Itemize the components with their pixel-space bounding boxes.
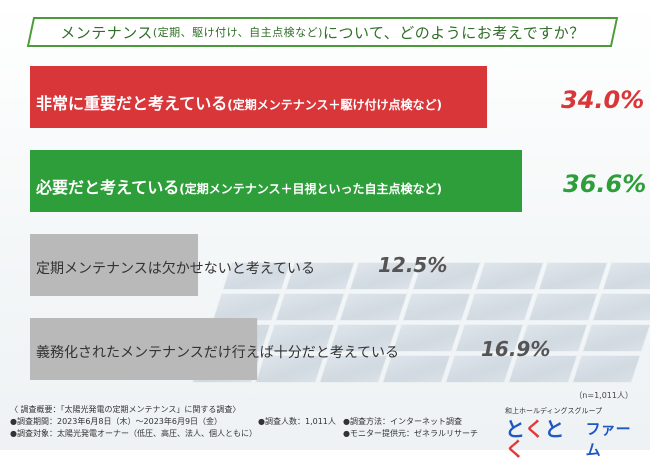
value-label-0: 34.0% (561, 86, 645, 114)
bar-label-0-paren: (定期メンテナンス＋駆け付け点検など) (227, 98, 442, 112)
footer-count: ●調査人数：1,011人 (258, 417, 336, 426)
footer-period: ●調査期間：2023年6月8日（木）～2023年6月9日（金） (10, 417, 223, 426)
footer-method: ●調査方法：インターネット調査 (343, 417, 462, 426)
title-post: について、どのようにお考えですか？ (322, 23, 585, 42)
sample-size-note: （n=1,011人） (574, 391, 633, 400)
logo-group-name: 和上ホールディングスグループ (505, 407, 603, 415)
value-label-2: 12.5% (378, 253, 448, 277)
bar-3 (30, 318, 258, 380)
logo-wordmark: ファーム (585, 420, 631, 459)
value-label-3: 16.9% (481, 337, 551, 361)
logo-mark-a: と (505, 417, 525, 441)
footer-target: ●調査対象：太陽光発電オーナー（低圧、高圧、法人、個人ともに） (10, 429, 257, 438)
value-label-1: 36.6% (563, 170, 647, 198)
logo-mark-b: く (524, 417, 545, 441)
footer-provider: ●モニター提供元：ゼネラルリサーチ (343, 429, 478, 438)
bar-label-1-paren: (定期メンテナンス＋目視といった自主点検など) (179, 182, 442, 196)
bar-label-0-main: 非常に重要だと考えている (36, 94, 228, 113)
footer-summary: 〈 調査概要：「太陽光発電の定期メンテナンス」に関する調査〉 (10, 405, 241, 414)
logo-mark: とくとく (505, 419, 584, 459)
bar-label-2: 定期メンテナンスは欠かせないと考えている (36, 261, 316, 277)
bar-label-1: 必要だと考えている(定期メンテナンス＋目視といった自主点検など) (36, 174, 442, 198)
bar-2 (30, 234, 199, 296)
bar-0 (30, 66, 488, 128)
bar-1 (30, 150, 522, 212)
chart-title: メンテナンス (定期、駆け付け、自主点検など) について、どのようにお考えですか？ (30, 17, 615, 47)
title-paren: (定期、駆け付け、自主点検など) (152, 26, 323, 39)
bar-label-1-main: 必要だと考えている (36, 178, 180, 197)
company-logo: 和上ホールディングスグループ とくとく ファーム (505, 406, 645, 459)
bar-label-3: 義務化されたメンテナンスだけ行えば十分だと考えている (36, 345, 400, 361)
bar-label-0: 非常に重要だと考えている(定期メンテナンス＋駆け付け点検など) (36, 90, 442, 114)
logo-mark-c: と (544, 417, 564, 441)
bar-chart (30, 66, 522, 380)
title-pre: メンテナンス (60, 23, 153, 42)
logo-mark-d: く (505, 437, 525, 461)
